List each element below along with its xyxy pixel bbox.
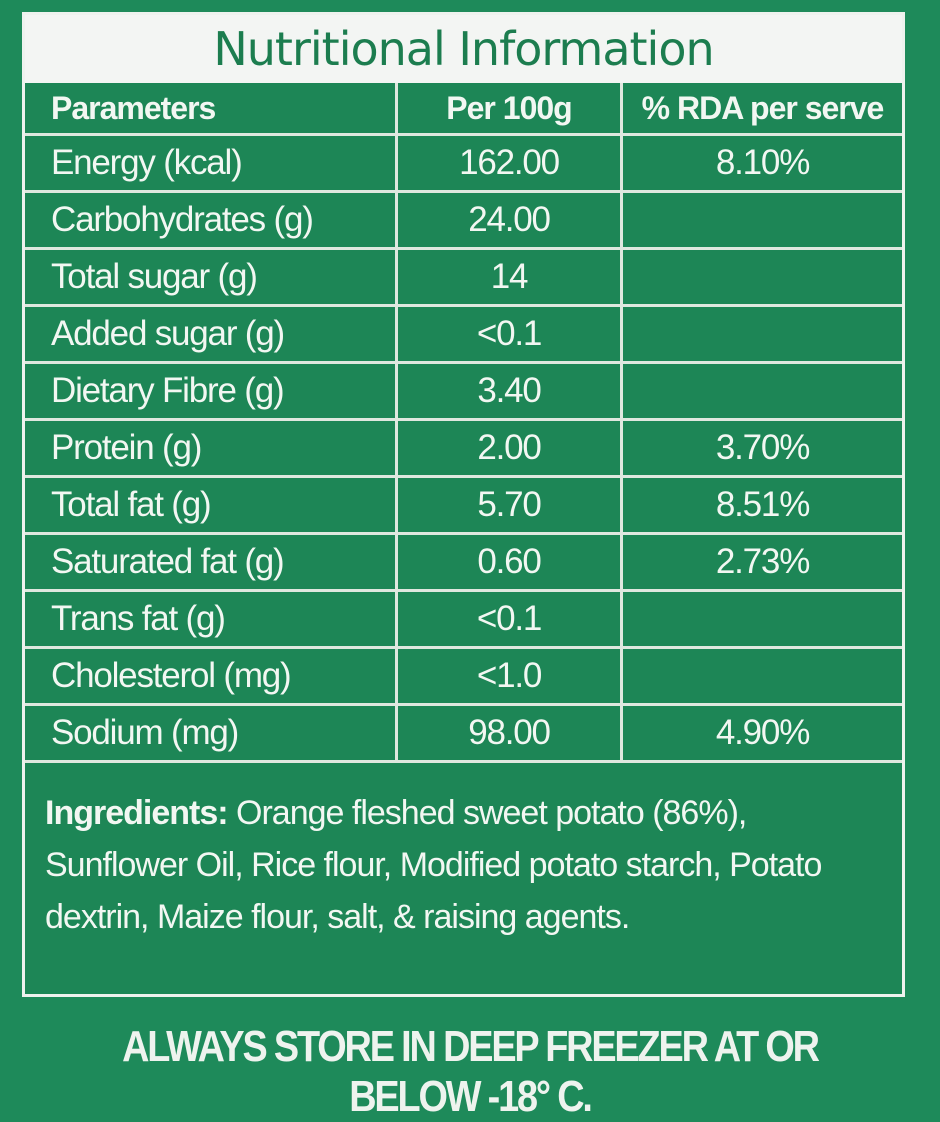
nutrition-table: Parameters Per 100g % RDA per serve Ener… <box>25 83 902 763</box>
cell-rda <box>620 361 902 421</box>
header-rda: % RDA per serve <box>620 83 902 136</box>
table-row: Added sugar (g) <0.1 <box>25 304 902 364</box>
ingredients-text: Ingredients: Orange fleshed sweet potato… <box>25 763 902 943</box>
cell-per-100g: 162.00 <box>395 133 623 193</box>
cell-rda <box>620 589 902 649</box>
cell-parameter: Carbohydrates (g) <box>25 190 398 250</box>
ingredients-label: Ingredients: <box>45 794 229 832</box>
table-row: Cholesterol (mg) <1.0 <box>25 646 902 706</box>
cell-per-100g: 0.60 <box>395 532 623 592</box>
header-parameters: Parameters <box>25 83 398 136</box>
cell-per-100g: <0.1 <box>395 304 623 364</box>
cell-rda: 4.90% <box>620 703 902 763</box>
cell-per-100g: 14 <box>395 247 623 307</box>
cell-per-100g: <1.0 <box>395 646 623 706</box>
cell-parameter: Total fat (g) <box>25 475 398 535</box>
cell-rda <box>620 646 902 706</box>
cell-per-100g: 98.00 <box>395 703 623 763</box>
cell-parameter: Cholesterol (mg) <box>25 646 398 706</box>
cell-parameter: Trans fat (g) <box>25 589 398 649</box>
cell-parameter: Added sugar (g) <box>25 304 398 364</box>
cell-rda <box>620 247 902 307</box>
table-row: Total fat (g) 5.70 8.51% <box>25 475 902 535</box>
table-row: Protein (g) 2.00 3.70% <box>25 418 902 478</box>
cell-per-100g: 2.00 <box>395 418 623 478</box>
table-row: Trans fat (g) <0.1 <box>25 589 902 649</box>
table-row: Saturated fat (g) 0.60 2.73% <box>25 532 902 592</box>
cell-rda: 8.51% <box>620 475 902 535</box>
table-row: Total sugar (g) 14 <box>25 247 902 307</box>
cell-parameter: Total sugar (g) <box>25 247 398 307</box>
cell-parameter: Saturated fat (g) <box>25 532 398 592</box>
cell-rda <box>620 304 902 364</box>
table-header-row: Parameters Per 100g % RDA per serve <box>25 83 902 136</box>
cell-per-100g: 3.40 <box>395 361 623 421</box>
cell-rda <box>620 190 902 250</box>
cell-per-100g: 24.00 <box>395 190 623 250</box>
table-row: Energy (kcal) 162.00 8.10% <box>25 133 902 193</box>
cell-per-100g: 5.70 <box>395 475 623 535</box>
nutrition-panel: Nutritional Information Parameters Per 1… <box>22 12 905 997</box>
cell-rda: 3.70% <box>620 418 902 478</box>
cell-rda: 8.10% <box>620 133 902 193</box>
table-row: Dietary Fibre (g) 3.40 <box>25 361 902 421</box>
cell-rda: 2.73% <box>620 532 902 592</box>
table-row: Sodium (mg) 98.00 4.90% <box>25 703 902 763</box>
cell-parameter: Protein (g) <box>25 418 398 478</box>
cell-parameter: Sodium (mg) <box>25 703 398 763</box>
storage-note: ALWAYS STORE IN DEEP FREEZER AT OR BELOW… <box>122 1022 820 1121</box>
cell-parameter: Energy (kcal) <box>25 133 398 193</box>
ingredients-list: Orange fleshed sweet potato (86%), Sunfl… <box>45 794 822 936</box>
table-row: Carbohydrates (g) 24.00 <box>25 190 902 250</box>
cell-per-100g: <0.1 <box>395 589 623 649</box>
header-per-100g: Per 100g <box>395 83 623 136</box>
cell-parameter: Dietary Fibre (g) <box>25 361 398 421</box>
panel-title: Nutritional Information <box>25 15 902 83</box>
